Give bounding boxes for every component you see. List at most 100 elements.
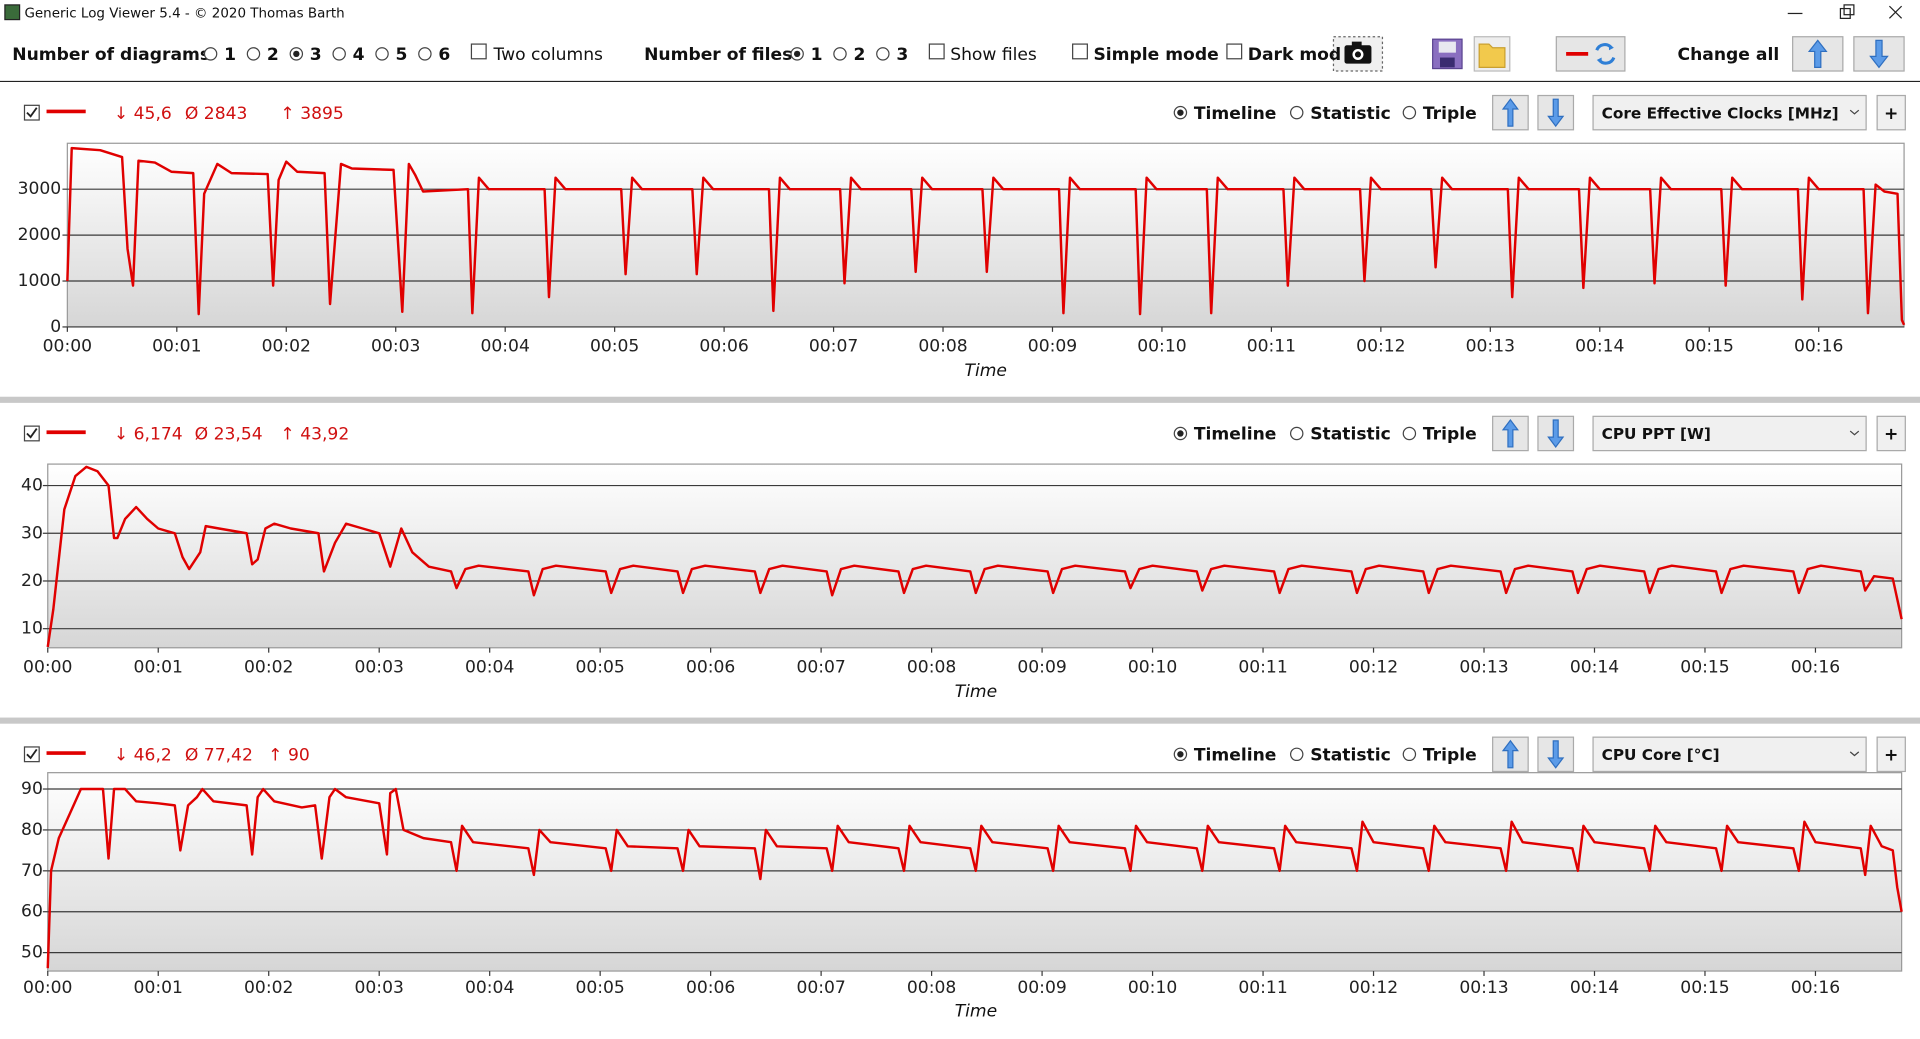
- checkbox[interactable]: [23, 746, 40, 763]
- add-label: +: [1884, 746, 1898, 766]
- x-tick-label: 00:07: [809, 337, 858, 357]
- save-button[interactable]: [1432, 38, 1463, 70]
- diagrams-label: Number of diagrams: [12, 45, 210, 65]
- series-line: [46, 465, 1903, 648]
- x-tick-label: 00:08: [918, 337, 967, 357]
- plot-area: [47, 772, 1903, 972]
- radio-dot: [793, 50, 801, 58]
- x-tick-label: 00:00: [43, 337, 92, 357]
- series-line: [66, 146, 1906, 326]
- add-button[interactable]: [1876, 736, 1906, 773]
- add-button[interactable]: [1876, 415, 1906, 452]
- checkbox[interactable]: [1226, 43, 1243, 60]
- y-tick-label: 0: [50, 317, 61, 337]
- x-tick-label: 00:02: [244, 657, 293, 677]
- check-mark: [26, 428, 38, 439]
- open-button[interactable]: [1473, 36, 1511, 72]
- channel-dropdown[interactable]: [1592, 94, 1867, 131]
- x-tick-label: 00:13: [1466, 337, 1515, 357]
- checkbox[interactable]: [1072, 43, 1088, 60]
- x-tick-label: 00:06: [699, 337, 748, 357]
- radio-button[interactable]: [418, 47, 432, 61]
- view-option: Triple: [1423, 425, 1477, 445]
- diagram-option: 5: [396, 45, 408, 65]
- x-tick-label: 00:01: [152, 337, 201, 357]
- channel-name: CPU PPT [W]: [1602, 425, 1711, 443]
- x-tick-label: 00:16: [1791, 978, 1840, 998]
- app-icon: [4, 4, 21, 21]
- add-button[interactable]: [1876, 94, 1906, 131]
- y-tick-label: 70: [21, 861, 43, 881]
- radio-button[interactable]: [375, 47, 389, 61]
- view-option: Statistic: [1310, 425, 1391, 445]
- radio-button[interactable]: [203, 47, 218, 61]
- y-tick-label: 2000: [18, 225, 62, 245]
- diagram-option: 2: [267, 45, 279, 65]
- x-tick-label: 00:05: [590, 337, 639, 357]
- checkbox[interactable]: [928, 43, 945, 60]
- x-tick-label: 00:16: [1794, 337, 1843, 357]
- restore-button[interactable]: [1839, 4, 1855, 19]
- series-line: [46, 787, 1903, 969]
- checkbox[interactable]: [23, 104, 40, 121]
- y-tick-label: 10: [21, 619, 43, 639]
- y-tick-label: 90: [21, 779, 43, 799]
- x-tick-label: 00:14: [1575, 337, 1624, 357]
- radio-button[interactable]: [833, 47, 847, 61]
- down-arrow: [1547, 98, 1565, 128]
- x-tick-label: 00:04: [481, 337, 530, 357]
- x-tick-label: 00:05: [575, 657, 624, 677]
- checkbox[interactable]: [23, 425, 40, 442]
- checkbox[interactable]: [470, 43, 487, 60]
- x-tick-label: 00:14: [1570, 978, 1619, 998]
- y-tick-label: 3000: [18, 179, 62, 199]
- x-tick-label: 00:11: [1247, 337, 1296, 357]
- x-tick-label: 00:08: [907, 978, 956, 998]
- x-tick-label: 00:06: [686, 978, 735, 998]
- check-mark: [26, 107, 38, 118]
- stat-value: Ø 2843: [185, 104, 248, 124]
- radio-button[interactable]: [246, 47, 261, 61]
- x-tick-label: 00:04: [465, 978, 514, 998]
- check-mark: [26, 748, 38, 760]
- channel-dropdown[interactable]: [1592, 736, 1867, 773]
- all-up-button[interactable]: [1792, 36, 1844, 72]
- x-tick-label: 00:12: [1356, 337, 1405, 357]
- x-tick-label: 00:05: [575, 978, 624, 998]
- close-button[interactable]: [1888, 5, 1903, 19]
- camera-button[interactable]: [1332, 36, 1384, 72]
- channel-name: CPU Core [°C]: [1602, 746, 1720, 764]
- diagram-option: 6: [438, 45, 450, 65]
- radio-button[interactable]: [1290, 426, 1304, 441]
- line-color-button[interactable]: [1555, 36, 1626, 72]
- y-tick-label: 50: [21, 943, 43, 963]
- change-all-label: Change all: [1678, 45, 1780, 65]
- x-tick-label: 00:15: [1680, 978, 1729, 998]
- dropdown-chevron: [1849, 430, 1860, 436]
- radio-button[interactable]: [1290, 105, 1304, 120]
- x-tick-label: 00:09: [1017, 657, 1066, 677]
- x-axis-title: Time: [955, 682, 997, 702]
- radio-button[interactable]: [1402, 426, 1417, 441]
- channel-dropdown[interactable]: [1592, 415, 1867, 452]
- x-tick-label: 00:15: [1685, 337, 1734, 357]
- x-tick-label: 00:04: [465, 657, 514, 677]
- y-tick-label: 20: [21, 571, 43, 591]
- x-tick-label: 00:07: [796, 657, 845, 677]
- x-tick-label: 00:16: [1791, 657, 1840, 677]
- dropdown-chevron: [1849, 109, 1860, 115]
- view-option: Triple: [1423, 104, 1477, 124]
- add-label: +: [1884, 425, 1898, 445]
- radio-button[interactable]: [1402, 105, 1417, 120]
- all-down-button[interactable]: [1853, 36, 1905, 72]
- panel-separator: [0, 717, 1920, 724]
- radio-button[interactable]: [876, 47, 890, 61]
- radio-button[interactable]: [1402, 747, 1417, 762]
- plot-area: [47, 463, 1903, 649]
- x-tick-label: 00:02: [244, 978, 293, 998]
- stat-value: ↑ 43,92: [280, 425, 349, 445]
- radio-button[interactable]: [332, 47, 346, 61]
- dropdown-chevron: [1849, 751, 1860, 757]
- radio-button[interactable]: [1290, 747, 1304, 762]
- up-arrow: [1501, 739, 1519, 769]
